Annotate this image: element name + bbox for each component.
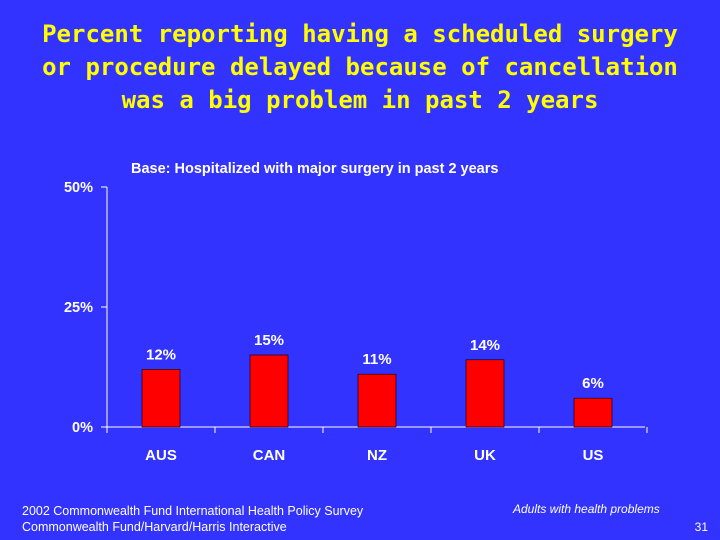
bar-can (249, 354, 289, 428)
source-line-1: 2002 Commonwealth Fund International Hea… (22, 504, 364, 518)
bar-us (573, 397, 613, 428)
population-note: Adults with health problems (513, 502, 660, 516)
source-line-2: Commonwealth Fund/Harvard/Harris Interac… (22, 520, 287, 534)
title-line-1: Percent reporting having a scheduled sur… (42, 20, 678, 48)
source-citation: 2002 Commonwealth Fund International Hea… (22, 503, 363, 535)
x-tick-label-uk: UK (474, 447, 496, 464)
data-label-aus: 12% (146, 346, 176, 363)
data-label-nz: 11% (362, 351, 391, 368)
bar-nz (357, 373, 397, 428)
x-tick-label-aus: AUS (145, 447, 177, 464)
chart-title: Percent reporting having a scheduled sur… (0, 18, 720, 117)
y-tick-label: 25% (64, 300, 93, 316)
x-tick-label-us: US (583, 447, 604, 464)
data-label-can: 15% (254, 332, 284, 349)
data-label-us: 6% (582, 375, 604, 392)
title-line-2: or procedure delayed because of cancella… (42, 53, 678, 81)
data-label-uk: 14% (470, 337, 500, 354)
page-number: 31 (694, 520, 708, 534)
bar-uk (465, 359, 505, 428)
x-tick-label-can: CAN (253, 447, 286, 464)
title-line-3: was a big problem in past 2 years (121, 86, 599, 114)
bar-aus (141, 369, 181, 428)
y-tick-label: 0% (72, 420, 93, 436)
x-tick-label-nz: NZ (367, 447, 387, 464)
chart-subtitle: Base: Hospitalized with major surgery in… (131, 161, 499, 177)
y-tick-label: 50% (64, 180, 93, 196)
